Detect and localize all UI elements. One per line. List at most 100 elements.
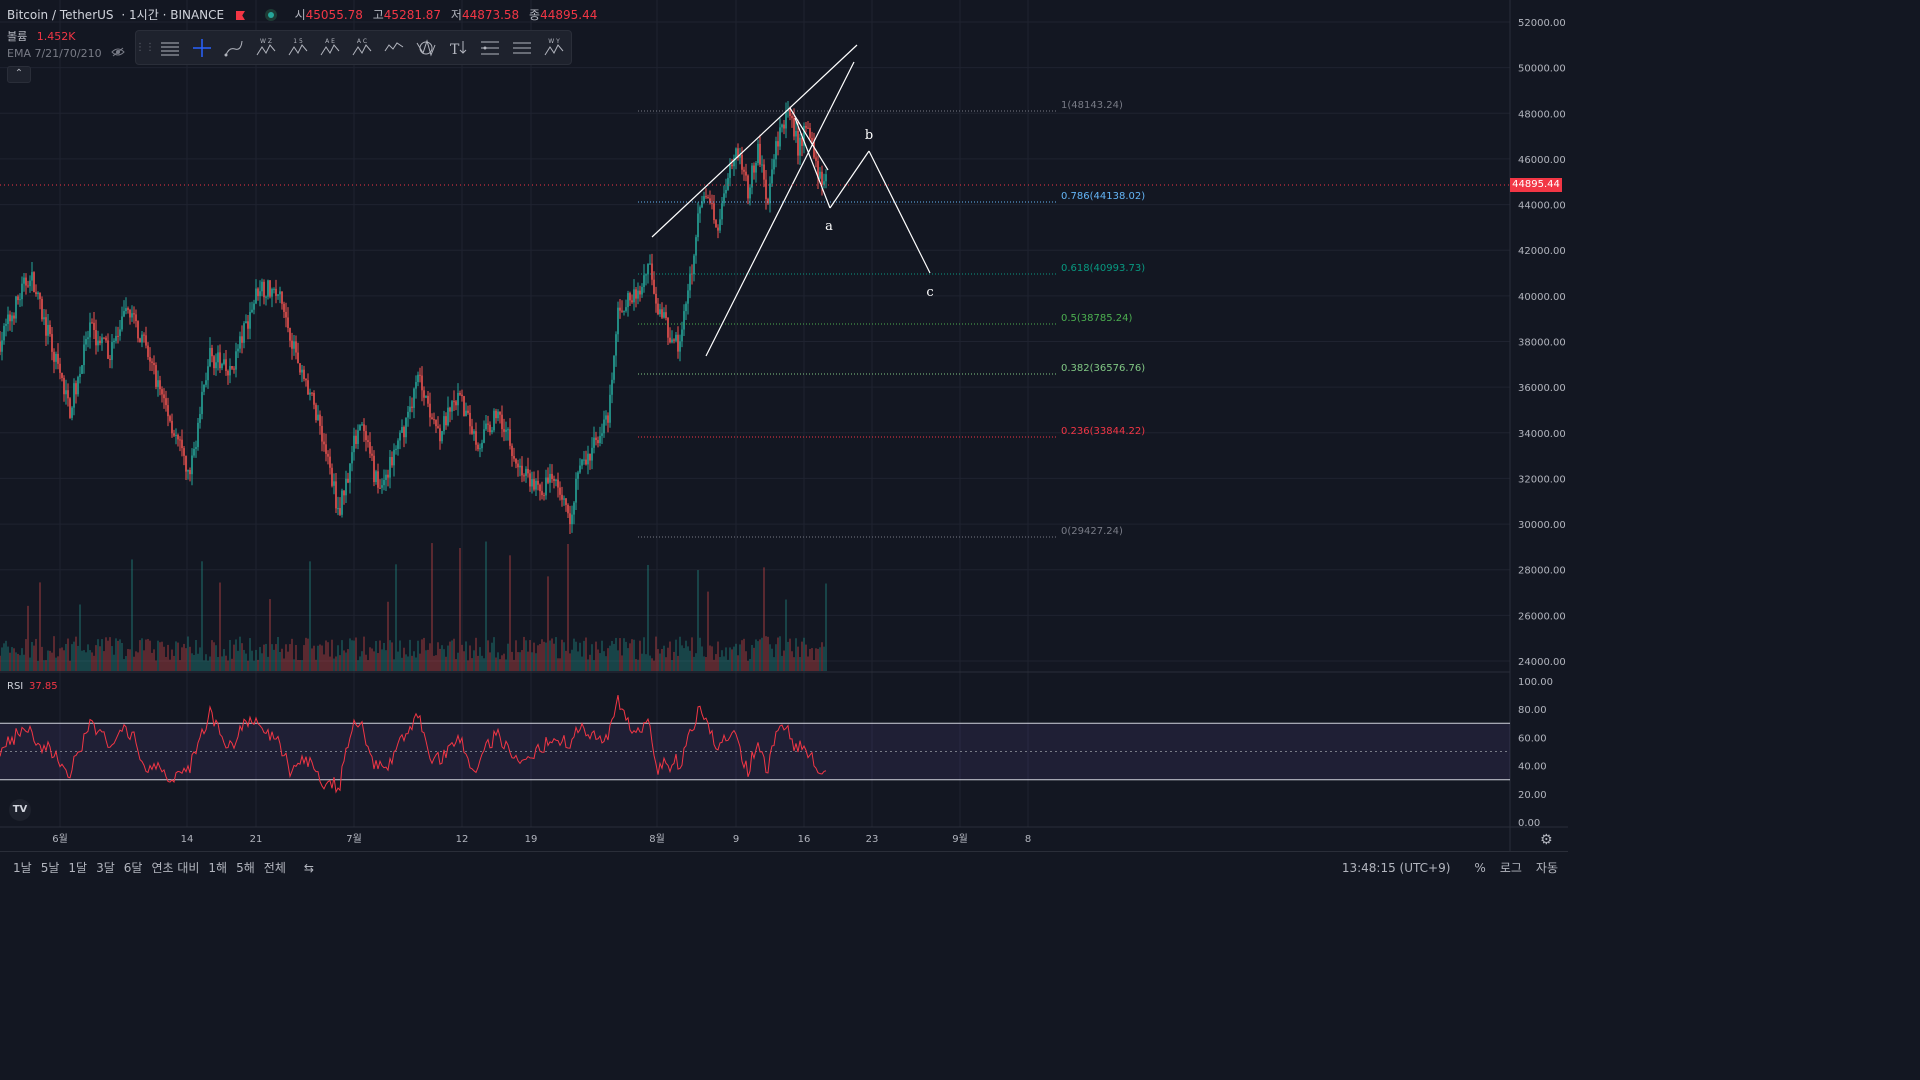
volume-bar (179, 660, 181, 671)
market-status-icon[interactable] (264, 9, 277, 21)
volume-bar (55, 657, 57, 671)
ema-legend[interactable]: EMA 7/21/70/210 (7, 47, 125, 60)
candle-body (19, 299, 21, 301)
candle-body (583, 459, 585, 461)
goto-date-icon[interactable]: ⇆ (303, 860, 314, 875)
candle-body (369, 442, 371, 454)
interval-label[interactable]: 1시간 (129, 8, 159, 22)
timeframe-6[interactable]: 1해 (208, 861, 228, 875)
candle-body (137, 321, 139, 339)
price-axis-label: 44000.00 (1518, 201, 1566, 212)
volume-bar (515, 640, 517, 671)
timeframe-5[interactable]: 연초 대비 (151, 861, 200, 875)
candle-body (257, 288, 259, 297)
volume-bar (377, 653, 379, 671)
timeframe-4[interactable]: 6달 (123, 861, 143, 875)
percent-toggle[interactable]: % (1474, 860, 1486, 875)
volume-bar (735, 643, 737, 671)
candle-body (49, 324, 51, 335)
grip-icon[interactable]: ⋮⋮ (135, 42, 155, 53)
volume-bar (605, 656, 607, 671)
volume-bar (41, 646, 43, 671)
volume-bar (343, 650, 345, 671)
candle-body (617, 307, 619, 335)
candle-body (431, 417, 433, 420)
volume-bar (789, 638, 791, 671)
timeframe-2[interactable]: 1달 (68, 861, 88, 875)
volume-bar (717, 641, 719, 671)
candle-body (713, 203, 715, 221)
eye-hidden-icon[interactable] (111, 47, 125, 60)
candle-body (191, 455, 193, 475)
brush-icon[interactable] (218, 31, 250, 64)
volume-bar (93, 655, 95, 671)
volume-bar (681, 645, 683, 671)
fib-level-label: 0.5(38785.24) (1061, 313, 1133, 324)
collapse-legend-button[interactable]: ⌃ (7, 66, 31, 83)
timeframe-1[interactable]: 5날 (40, 861, 60, 875)
elliott-wxy-icon[interactable]: W Y (538, 31, 570, 64)
volume-bar (471, 658, 473, 671)
close-value: 44895.44 (540, 8, 598, 22)
candle-body (155, 365, 157, 387)
pattern-icon[interactable] (410, 31, 442, 64)
flag-icon[interactable] (235, 11, 245, 20)
zigzag-icon[interactable] (378, 31, 410, 64)
candle-body (129, 309, 131, 318)
timeframe-7[interactable]: 5해 (236, 861, 255, 875)
price-axis-label: 26000.00 (1518, 611, 1566, 622)
volume-bar (585, 637, 587, 671)
candle-body (125, 308, 127, 312)
volume-legend[interactable]: 볼륨 1.452K (7, 28, 75, 44)
volume-bar (547, 576, 549, 671)
volume-bar (137, 652, 139, 671)
volume-bar (245, 653, 247, 671)
text-arrow-icon[interactable]: T (442, 31, 474, 64)
fib-levels-icon[interactable] (474, 31, 506, 64)
candle-body (521, 465, 523, 476)
candle-body (247, 321, 249, 329)
timeframe-0[interactable]: 1날 (13, 861, 32, 875)
volume-bar (235, 639, 237, 671)
volume-bar (761, 637, 763, 671)
volume-bar (351, 640, 353, 671)
volume-bar (701, 646, 703, 671)
parallel-lines-icon[interactable] (506, 31, 538, 64)
candle-body (735, 148, 737, 158)
volume-bar (823, 646, 825, 671)
volume-bar (599, 653, 601, 671)
volume-bar (433, 655, 435, 671)
volume-bar (509, 555, 511, 671)
volume-bar (1, 647, 3, 671)
horizontal-lines-icon[interactable] (154, 31, 186, 64)
volume-bar (123, 659, 125, 671)
chart-canvas[interactable]: 52000.00 50000.00 48000.00 46000.00 44000.00… (0, 0, 1568, 882)
clock-time[interactable]: 13:48:15 (UTC+9) (1341, 860, 1451, 875)
volume-bar (35, 638, 37, 671)
timeframe-8[interactable]: 전체 (263, 861, 286, 875)
volume-bar (205, 654, 207, 671)
elliott-wxyz-icon[interactable]: W Z (250, 31, 282, 64)
settings-gear-icon[interactable]: ⚙ (1540, 832, 1553, 848)
crosshair-icon[interactable] (186, 31, 218, 64)
elliott-abcde-icon[interactable]: A E (314, 31, 346, 64)
candle-body (123, 311, 125, 317)
log-toggle[interactable]: 로그 (1499, 861, 1522, 875)
candle-body (717, 227, 719, 231)
volume-bar (801, 641, 803, 671)
elliott-12345-icon[interactable]: 1 5 (282, 31, 314, 64)
fib-level-label: 0.786(44138.02) (1061, 191, 1145, 202)
tradingview-logo[interactable]: TV (9, 799, 31, 821)
volume-bar (633, 639, 635, 671)
candle-body (467, 410, 469, 413)
elliott-abc-icon[interactable]: A C (346, 31, 378, 64)
symbol-name[interactable]: Bitcoin / TetherUS (7, 8, 114, 22)
candle-body (615, 334, 617, 356)
candle-body (43, 317, 45, 320)
candle-body (121, 316, 123, 330)
timeframe-3[interactable]: 3달 (96, 861, 115, 875)
volume-bar (693, 656, 695, 671)
time-axis-label: 8 (1025, 834, 1031, 845)
volume-bar (45, 660, 47, 671)
auto-toggle[interactable]: 자동 (1535, 861, 1558, 875)
